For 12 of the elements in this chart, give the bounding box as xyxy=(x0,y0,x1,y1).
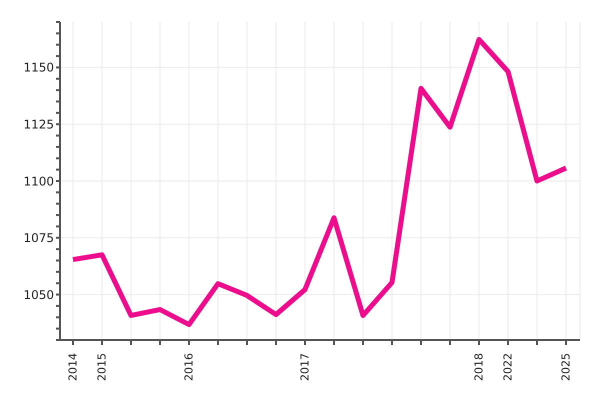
y-tick-label: 1150 xyxy=(23,60,54,75)
x-tick-label: 2017 xyxy=(298,353,312,381)
y-tick-label: 1100 xyxy=(23,174,54,188)
y-tick-label: 1075 xyxy=(23,231,54,246)
x-tick-label: 2018 xyxy=(472,353,486,381)
x-tick-label: 2025 xyxy=(560,353,572,381)
x-tick-label: 2015 xyxy=(96,353,108,381)
y-tick-label: 1050 xyxy=(23,288,54,302)
y-tick-label: 1125 xyxy=(23,117,54,132)
x-tick-label: 2016 xyxy=(182,353,196,381)
x-tick-label: 2014 xyxy=(66,353,80,381)
x-tick-label: 2022 xyxy=(502,353,514,381)
